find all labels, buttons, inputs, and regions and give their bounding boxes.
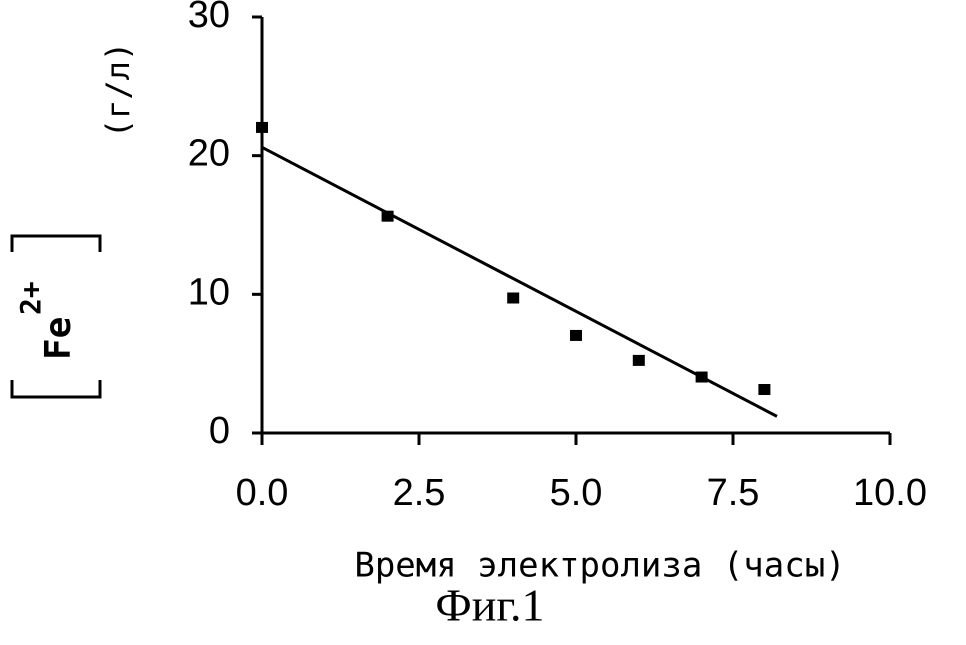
point — [633, 355, 645, 366]
x-tick-label: 2.5 — [393, 472, 446, 514]
x-axis-label: Время электролиза (часы) — [354, 546, 845, 586]
bracket — [12, 380, 100, 397]
caption: Фиг.1 — [435, 580, 544, 631]
y-axis-label-main: Fe — [38, 317, 79, 360]
y-axis-label-sup: 2+ — [14, 281, 47, 315]
y-tick-label: 10 — [188, 271, 230, 313]
point — [507, 292, 519, 303]
x-tick-label: 7.5 — [707, 472, 760, 514]
x-tick-label: 10.0 — [853, 472, 927, 514]
x-tick-label: 5.0 — [550, 472, 603, 514]
trend-line — [262, 147, 777, 416]
chart: Время электролиза (часы) Фиг.1 (г/л) Fe … — [0, 0, 966, 645]
y-tick-label: 30 — [188, 0, 230, 36]
x-tick-label: 0.0 — [236, 472, 289, 514]
point — [758, 384, 770, 395]
y-axis-units: (г/л) — [99, 42, 137, 138]
y-axis-label: Fe 2+ — [14, 281, 79, 360]
y-tick-label: 20 — [188, 133, 230, 175]
point — [570, 330, 582, 341]
y-tick-label: 0 — [209, 410, 230, 452]
bracket — [12, 236, 100, 252]
point — [256, 122, 268, 133]
